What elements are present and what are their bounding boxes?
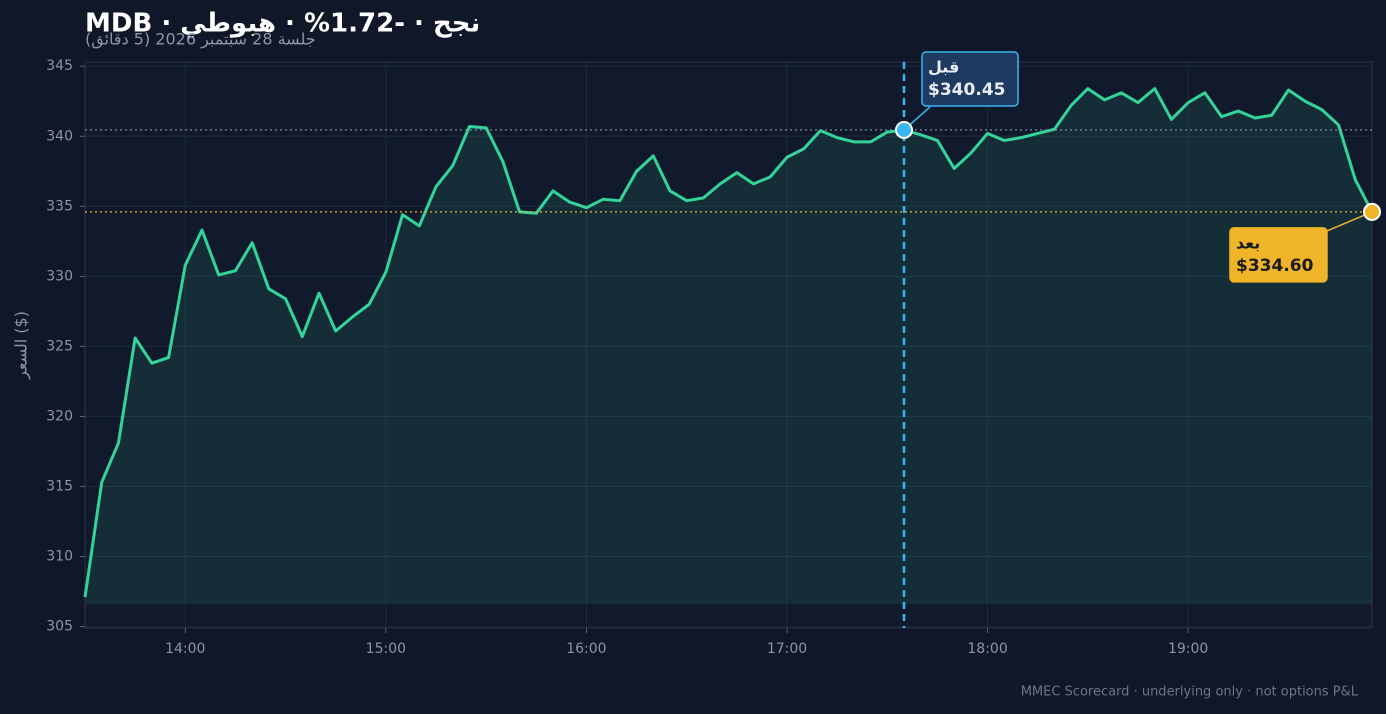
annotation-label: قبل [928, 57, 959, 76]
y-tick-label: 320 [46, 408, 73, 424]
y-tick-label: 330 [46, 268, 73, 284]
y-axis-label: السعر ($) [12, 311, 32, 380]
marker [895, 120, 913, 139]
chart-title: MDB · نجح · -1.72% · هبوطي [85, 9, 480, 39]
footer: MMEC Scorecard · underlying only · not o… [1021, 685, 1359, 700]
y-tick-label: 345 [46, 58, 73, 74]
annotation-box [1229, 227, 1328, 283]
area [85, 88, 1372, 605]
plot-area [84, 61, 1373, 629]
y-tick-label: 340 [46, 128, 73, 144]
y-tick-label: 310 [46, 549, 73, 565]
x-tick-label: 14:00 [165, 641, 205, 657]
y-tick-label: 315 [46, 479, 73, 495]
annotation-box [921, 51, 1019, 107]
x-tick-label: 17:00 [767, 641, 807, 657]
x-tick-label: 18:00 [967, 641, 1007, 657]
annotation-value: $340.45 [928, 80, 1005, 100]
annotation-value: $334.60 [1236, 256, 1314, 276]
line [83, 87, 1374, 598]
annotation-label: بعد [1236, 233, 1260, 252]
chart-subtitle: جلسة 28 سبتمبر 2026 (5 دقائق) [85, 30, 316, 50]
y-tick-label: 335 [46, 198, 73, 214]
y-tick-label: 305 [46, 619, 73, 635]
marker [1363, 202, 1381, 221]
x-tick-label: 15:00 [366, 641, 406, 657]
x-tick-label: 16:00 [566, 641, 606, 657]
y-tick-label: 325 [46, 338, 73, 354]
x-tick-label: 19:00 [1168, 641, 1208, 657]
